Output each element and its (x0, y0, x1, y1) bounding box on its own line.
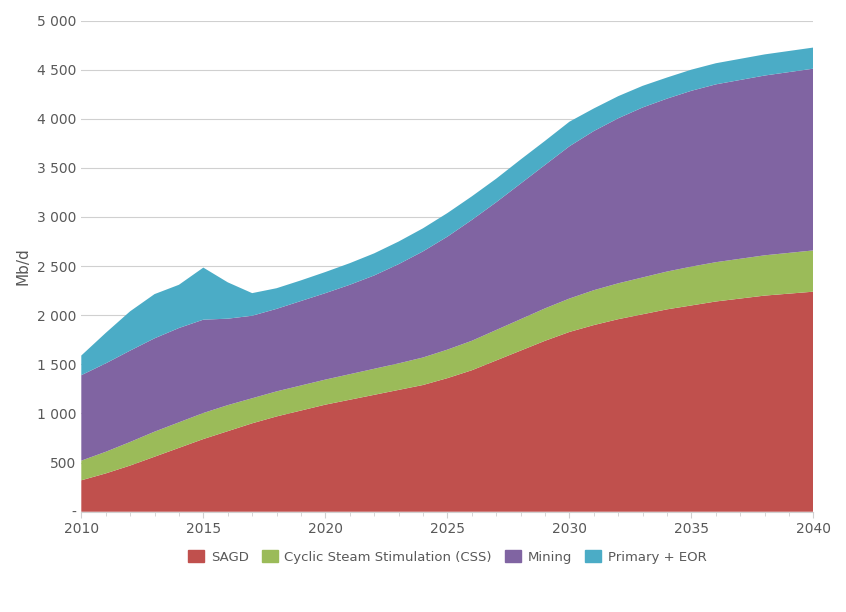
Y-axis label: Mb/d: Mb/d (15, 247, 30, 285)
Legend: SAGD, Cyclic Steam Stimulation (CSS), Mining, Primary + EOR: SAGD, Cyclic Steam Stimulation (CSS), Mi… (184, 545, 711, 569)
